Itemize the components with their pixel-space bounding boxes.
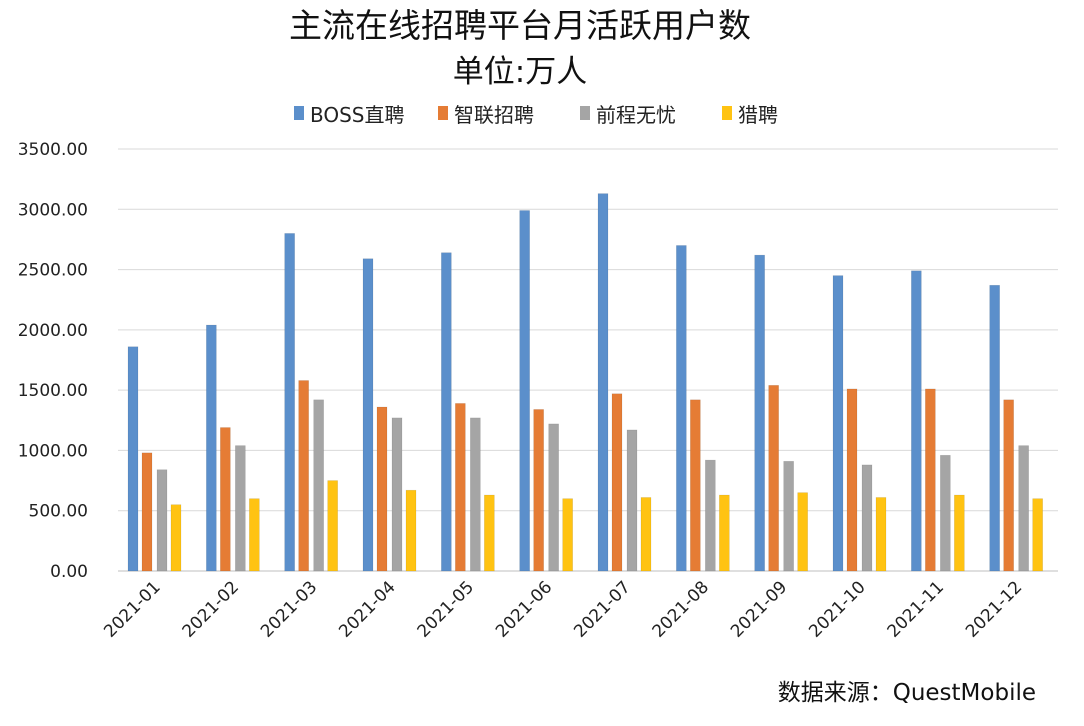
bar-2021-09-series-1 xyxy=(768,385,779,572)
bar-2021-11-series-2 xyxy=(940,454,951,572)
y-tick-label: 3000.00 xyxy=(18,200,88,220)
bar-2021-06-series-2 xyxy=(548,423,559,572)
bar-2021-09-series-3 xyxy=(797,492,808,572)
bar-2021-03-series-2 xyxy=(313,399,324,572)
bar-2021-10-series-1 xyxy=(846,388,858,572)
y-tick-label: 0.00 xyxy=(50,562,88,582)
bar-2021-02-series-0 xyxy=(206,324,217,572)
bar-2021-12-series-0 xyxy=(989,284,1000,572)
bar-2021-01-series-1 xyxy=(141,452,153,572)
bar-2021-11-series-1 xyxy=(925,388,936,572)
bar-2021-12-series-3 xyxy=(1032,498,1043,572)
bar-2021-10-series-0 xyxy=(832,275,844,572)
bar-2021-11-series-3 xyxy=(954,494,965,572)
bar-2021-09-series-2 xyxy=(783,460,794,572)
bar-2021-02-series-1 xyxy=(220,427,231,572)
bar-2021-11-series-0 xyxy=(911,270,922,572)
bar-2021-07-series-1 xyxy=(611,393,623,572)
x-axis: 2021-01 2021-02 2021-03 2021-04 2021-05 2021-… xyxy=(100,577,1026,641)
x-tick-label: 2021-06 xyxy=(492,577,556,641)
bar-2021-06-series-0 xyxy=(519,210,530,572)
bar-2021-07-series-3 xyxy=(640,497,652,572)
legend-swatch xyxy=(438,106,448,120)
x-tick-label: 2021-08 xyxy=(649,577,713,641)
bar-2021-09-series-0 xyxy=(754,254,765,572)
bar-2021-04-series-0 xyxy=(362,258,374,572)
legend-label: 前程无忧 xyxy=(596,103,676,127)
x-tick-label: 2021-03 xyxy=(257,577,321,641)
bars xyxy=(127,193,1043,572)
bar-2021-02-series-3 xyxy=(249,498,260,572)
x-tick-label: 2021-04 xyxy=(335,577,399,641)
bar-2021-02-series-2 xyxy=(235,445,246,572)
bar-2021-06-series-3 xyxy=(562,498,573,572)
legend-swatch xyxy=(294,106,304,120)
y-tick-label: 500.00 xyxy=(29,502,88,522)
gridlines xyxy=(118,148,1058,572)
y-tick-label: 1500.00 xyxy=(18,381,88,401)
x-tick-label: 2021-07 xyxy=(570,577,634,641)
bar-2021-03-series-3 xyxy=(327,480,338,572)
x-tick-label: 2021-11 xyxy=(884,577,948,641)
legend-label: 智联招聘 xyxy=(454,103,534,127)
chart-title: 主流在线招聘平台月活跃用户数 xyxy=(289,6,751,45)
legend-label: 猎聘 xyxy=(738,103,778,127)
x-tick-label: 2021-09 xyxy=(727,577,791,641)
x-tick-label: 2021-12 xyxy=(962,577,1026,641)
bar-2021-04-series-3 xyxy=(405,489,417,572)
x-tick-label: 2021-02 xyxy=(179,577,243,641)
y-axis: 0.00 500.00 1000.00 1500.00 2000.00 2500.00 30… xyxy=(18,140,88,582)
bar-2021-10-series-2 xyxy=(861,464,873,572)
bar-2021-01-series-3 xyxy=(170,504,182,572)
bar-2021-06-series-1 xyxy=(533,409,544,572)
bar-2021-12-series-1 xyxy=(1003,399,1014,572)
bar-2021-04-series-2 xyxy=(391,417,403,572)
bar-2021-05-series-2 xyxy=(470,417,481,572)
x-tick-label: 2021-05 xyxy=(414,577,478,641)
bar-2021-01-series-2 xyxy=(156,469,168,572)
chart-legend: BOSS直聘 智联招聘 前程无忧 猎聘 xyxy=(294,103,778,127)
bar-2021-05-series-0 xyxy=(441,252,452,572)
bar-2021-08-series-2 xyxy=(705,459,716,572)
legend-swatch xyxy=(580,106,590,120)
y-tick-label: 3500.00 xyxy=(18,140,88,160)
x-tick-label: 2021-01 xyxy=(100,577,164,641)
bar-2021-08-series-3 xyxy=(719,494,730,572)
bar-2021-04-series-1 xyxy=(376,406,388,572)
y-tick-label: 2000.00 xyxy=(18,321,88,341)
bar-2021-05-series-1 xyxy=(455,403,466,572)
y-tick-label: 2500.00 xyxy=(18,261,88,281)
bar-2021-10-series-3 xyxy=(875,497,887,572)
bar-2021-07-series-2 xyxy=(626,429,638,572)
bar-2021-05-series-3 xyxy=(484,494,495,572)
bar-2021-08-series-1 xyxy=(690,399,701,572)
x-tick-label: 2021-10 xyxy=(805,577,869,641)
bar-2021-03-series-1 xyxy=(298,380,309,572)
source-note: 数据来源：QuestMobile xyxy=(778,680,1036,706)
bar-2021-07-series-0 xyxy=(597,193,609,572)
legend-swatch xyxy=(722,106,732,120)
chart-subtitle: 单位:万人 xyxy=(453,54,587,90)
bar-2021-12-series-2 xyxy=(1018,445,1029,572)
y-tick-label: 1000.00 xyxy=(18,441,88,461)
bar-2021-03-series-0 xyxy=(284,233,295,572)
bar-2021-01-series-0 xyxy=(127,346,139,572)
bar-2021-08-series-0 xyxy=(676,245,687,572)
legend-label: BOSS直聘 xyxy=(310,103,405,127)
